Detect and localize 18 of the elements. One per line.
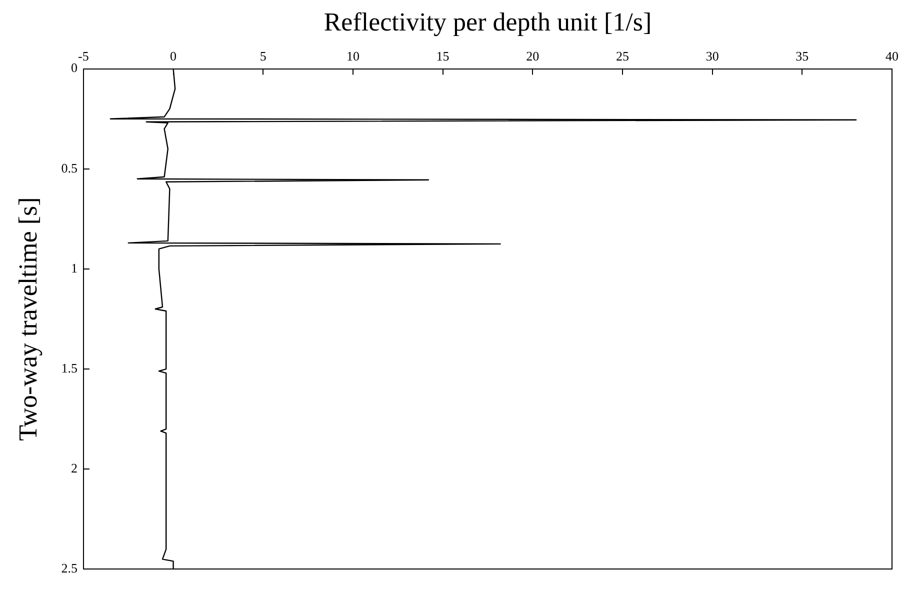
x-tick-label: 30 — [706, 48, 719, 64]
y-tick-label: 0 — [70, 60, 78, 76]
x-tick-label: 40 — [886, 48, 898, 64]
x-axis-title: Reflectivity per depth unit [1/s] — [324, 7, 652, 36]
y-tick-label: 1.5 — [61, 360, 78, 376]
y-tick-label: 1 — [70, 260, 78, 276]
y-tick-label: 2 — [70, 460, 78, 476]
x-tick-label: 10 — [346, 48, 360, 64]
y-tick-label: 2.5 — [61, 560, 78, 576]
y-axis-title: Two-way traveltime [s] — [13, 197, 42, 441]
x-tick-label: 25 — [616, 48, 629, 64]
x-tick-label: 15 — [436, 48, 450, 64]
y-tick-label: 0.5 — [61, 160, 78, 176]
x-tick-label: 0 — [170, 48, 177, 64]
x-tick-label: -5 — [78, 48, 89, 64]
x-tick-label: 35 — [796, 48, 809, 64]
x-tick-label: 20 — [526, 48, 540, 64]
x-tick-label: 5 — [260, 48, 266, 64]
